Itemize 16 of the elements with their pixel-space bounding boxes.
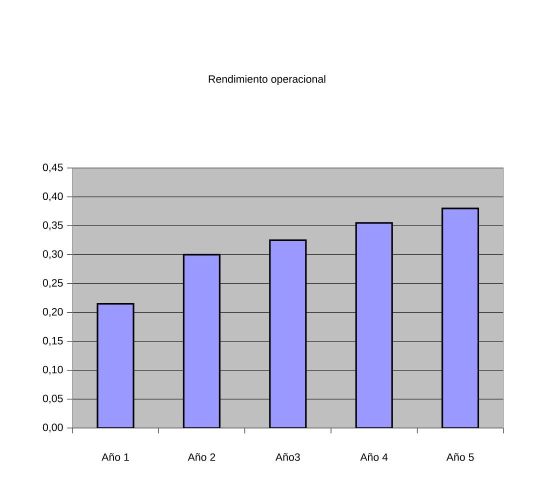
x-tick-label: Año 5 <box>446 453 474 461</box>
y-tick-label: 0,45 <box>42 164 63 172</box>
x-tick-label: Año 4 <box>360 453 388 461</box>
y-tick-label: 0,05 <box>42 394 63 404</box>
y-tick-label: 0,10 <box>42 366 63 375</box>
y-tick-label: 0,00 <box>42 424 63 432</box>
y-tick-label: 0,35 <box>42 221 63 230</box>
x-tick-label: Año3 <box>275 453 300 461</box>
y-tick-label: 0,20 <box>42 308 63 317</box>
y-tick-label: 0,25 <box>42 279 63 288</box>
chart-title: Rendimiento operacional <box>208 75 326 85</box>
x-tick-label: Año 1 <box>102 453 129 461</box>
y-tick-label: 0,30 <box>42 250 63 260</box>
y-tick-label: 0,15 <box>42 336 63 346</box>
y-tick-label: 0,40 <box>42 192 63 202</box>
x-tick-label: Año 2 <box>188 453 216 461</box>
